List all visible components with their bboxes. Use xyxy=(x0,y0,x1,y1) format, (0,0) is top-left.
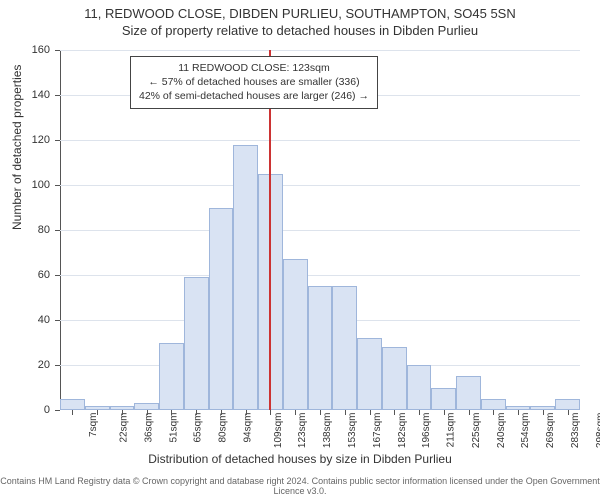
xtick-mark xyxy=(270,410,271,415)
ytick-label: 20 xyxy=(0,359,50,371)
gridline xyxy=(60,275,580,276)
ytick-mark xyxy=(55,275,60,276)
xtick-label: 65sqm xyxy=(193,413,204,443)
xtick-label: 196sqm xyxy=(421,413,432,449)
ytick-label: 80 xyxy=(0,224,50,236)
ytick-label: 100 xyxy=(0,179,50,191)
xtick-mark xyxy=(246,410,247,415)
histogram-bar xyxy=(283,259,308,410)
xtick-mark xyxy=(97,410,98,415)
ytick-mark xyxy=(55,50,60,51)
annotation-line: ← 57% of detached houses are smaller (33… xyxy=(139,75,369,89)
gridline xyxy=(60,140,580,141)
xtick-label: 80sqm xyxy=(218,413,229,443)
ytick-mark xyxy=(55,365,60,366)
xtick-mark xyxy=(320,410,321,415)
xtick-label: 153sqm xyxy=(347,413,358,449)
xtick-mark xyxy=(147,410,148,415)
histogram-bar xyxy=(555,399,580,410)
title-main: 11, REDWOOD CLOSE, DIBDEN PURLIEU, SOUTH… xyxy=(0,0,600,21)
histogram-bar xyxy=(233,145,258,411)
xtick-mark xyxy=(444,410,445,415)
histogram-bar xyxy=(308,286,333,410)
xtick-label: 7sqm xyxy=(88,413,99,437)
xtick-mark xyxy=(72,410,73,415)
xtick-label: 51sqm xyxy=(168,413,179,443)
ytick-label: 60 xyxy=(0,269,50,281)
ytick-mark xyxy=(55,185,60,186)
histogram-bar xyxy=(456,376,481,410)
ytick-label: 140 xyxy=(0,89,50,101)
xtick-mark xyxy=(171,410,172,415)
xtick-label: 94sqm xyxy=(242,413,253,443)
xtick-mark xyxy=(221,410,222,415)
ytick-mark xyxy=(55,320,60,321)
histogram-bar xyxy=(209,208,234,411)
ytick-label: 120 xyxy=(0,134,50,146)
xtick-mark xyxy=(394,410,395,415)
xtick-mark xyxy=(122,410,123,415)
ytick-label: 40 xyxy=(0,314,50,326)
chart-container: 11, REDWOOD CLOSE, DIBDEN PURLIEU, SOUTH… xyxy=(0,0,600,500)
xtick-mark xyxy=(543,410,544,415)
xtick-label: 22sqm xyxy=(119,413,130,443)
xtick-label: 269sqm xyxy=(545,413,556,449)
gridline xyxy=(60,185,580,186)
histogram-bar xyxy=(357,338,382,410)
ytick-label: 160 xyxy=(0,44,50,56)
xtick-mark xyxy=(469,410,470,415)
annotation-line: 11 REDWOOD CLOSE: 123sqm xyxy=(139,61,369,75)
annotation-box: 11 REDWOOD CLOSE: 123sqm ← 57% of detach… xyxy=(130,56,378,109)
ytick-label: 0 xyxy=(0,404,50,416)
xtick-mark xyxy=(295,410,296,415)
ytick-mark xyxy=(55,140,60,141)
xtick-label: 109sqm xyxy=(273,413,284,449)
histogram-bar xyxy=(431,388,456,411)
xtick-label: 225sqm xyxy=(471,413,482,449)
xtick-mark xyxy=(568,410,569,415)
histogram-bar xyxy=(407,365,432,410)
histogram-bar xyxy=(134,403,159,410)
xtick-mark xyxy=(370,410,371,415)
xtick-label: 182sqm xyxy=(397,413,408,449)
xtick-label: 240sqm xyxy=(496,413,507,449)
histogram-bar xyxy=(159,343,184,411)
title-sub: Size of property relative to detached ho… xyxy=(0,21,600,38)
histogram-bar xyxy=(332,286,357,410)
xtick-label: 138sqm xyxy=(322,413,333,449)
xtick-label: 283sqm xyxy=(570,413,581,449)
ytick-mark xyxy=(55,410,60,411)
ytick-mark xyxy=(55,230,60,231)
annotation-line: 42% of semi-detached houses are larger (… xyxy=(139,89,369,103)
gridline xyxy=(60,230,580,231)
xtick-label: 123sqm xyxy=(298,413,309,449)
xtick-mark xyxy=(518,410,519,415)
chart-area: 7sqm22sqm36sqm51sqm65sqm80sqm94sqm109sqm… xyxy=(60,50,580,410)
x-axis-label: Distribution of detached houses by size … xyxy=(0,452,600,466)
xtick-label: 298sqm xyxy=(595,413,600,449)
xtick-mark xyxy=(419,410,420,415)
histogram-bar xyxy=(184,277,209,410)
xtick-label: 36sqm xyxy=(143,413,154,443)
histogram-bar xyxy=(382,347,407,410)
histogram-bar xyxy=(60,399,85,410)
xtick-mark xyxy=(493,410,494,415)
xtick-label: 211sqm xyxy=(445,413,456,448)
xtick-mark xyxy=(196,410,197,415)
ytick-mark xyxy=(55,95,60,96)
gridline xyxy=(60,50,580,51)
xtick-mark xyxy=(345,410,346,415)
xtick-label: 167sqm xyxy=(372,413,383,449)
histogram-bar xyxy=(481,399,506,410)
footer-copyright: Contains HM Land Registry data © Crown c… xyxy=(0,476,600,496)
xtick-label: 254sqm xyxy=(520,413,531,449)
